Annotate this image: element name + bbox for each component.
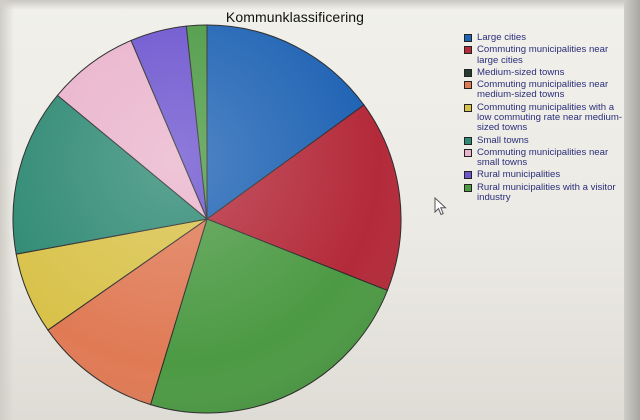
pie-gloss [13, 25, 401, 413]
legend-label: Large cities [477, 32, 527, 43]
legend-label: Rural municipalities [477, 169, 561, 181]
legend-swatch [464, 46, 472, 55]
legend-item: Small towns [464, 134, 624, 146]
legend-item: Rural municipalities [464, 170, 624, 180]
legend-swatch [464, 81, 472, 90]
chart-title: Kommunklassificering [225, 9, 365, 25]
legend-swatch [464, 34, 472, 42]
mouse-cursor-icon [434, 197, 447, 216]
legend-item: Commuting municipalities near small town… [464, 146, 624, 169]
screen-top-shade [0, 0, 640, 10]
legend-item: Rural municipalities with a visitor indu… [464, 181, 624, 204]
legend-swatch [464, 171, 472, 180]
legend-label: Small towns [477, 134, 529, 146]
legend-label: Commuting municipalities near large citi… [477, 44, 609, 66]
legend-swatch [464, 103, 472, 112]
legend-item: Commuting municipalities near medium-siz… [464, 79, 624, 101]
screen-left-shade [0, 0, 14, 420]
monitor-bezel [624, 0, 640, 420]
legend-swatch [464, 68, 472, 77]
legend-label: Medium-sized towns [477, 66, 565, 78]
legend-label: Commuting municipalities near small town… [477, 146, 609, 169]
legend-swatch [464, 148, 472, 157]
legend-item: Commuting municipalities near large citi… [464, 45, 624, 66]
legend-item: Large cities [464, 32, 624, 43]
chart-legend: Large cities Commuting municipalities nea… [464, 32, 624, 205]
legend-swatch [464, 136, 472, 145]
legend-label: Rural municipalities with a visitor indu… [477, 181, 616, 204]
legend-label: Commuting municipalities near medium-siz… [477, 79, 609, 101]
legend-item: Medium-sized towns [464, 66, 624, 78]
legend-swatch [464, 183, 472, 192]
legend-item: Commuting municipalities with a low comm… [464, 101, 624, 134]
legend-label: Commuting municipalities with a low comm… [477, 101, 623, 134]
